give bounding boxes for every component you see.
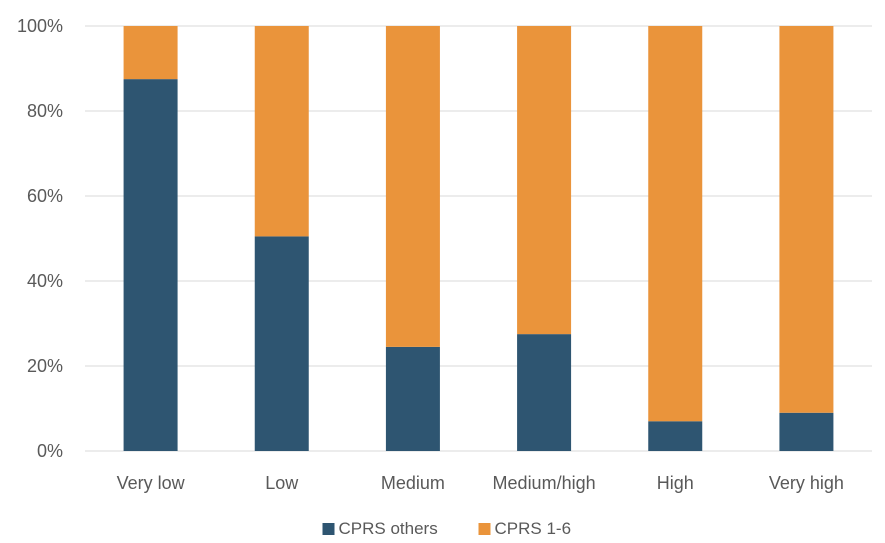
x-category-label: High [657, 473, 694, 493]
y-tick-label: 60% [27, 186, 63, 206]
legend-label: CPRS others [339, 519, 438, 538]
legend-swatch [478, 523, 491, 535]
bar-segment-cprs-1-6-low [254, 26, 309, 237]
bar-segment-cprs-1-6-very-low [123, 26, 178, 80]
bar-segment-cprs-others-medium [385, 346, 440, 451]
y-tick-label: 80% [27, 101, 63, 121]
x-category-label: Medium [381, 473, 445, 493]
y-tick-label: 20% [27, 356, 63, 376]
legend-swatch [322, 523, 335, 535]
y-tick-label: 40% [27, 271, 63, 291]
bar-segment-cprs-others-very-high [779, 412, 834, 451]
legend-label: CPRS 1-6 [495, 519, 572, 538]
legend: CPRS others CPRS 1-6 [322, 519, 572, 538]
bar-segment-cprs-others-very-low [123, 79, 178, 451]
y-axis-tick-labels: 0% 20% 40% 60% 80% 100% [17, 16, 63, 461]
bar-segment-cprs-others-medium-high [517, 334, 572, 451]
x-category-label: Very high [769, 473, 844, 493]
y-tick-label: 0% [37, 441, 63, 461]
bar-segment-cprs-1-6-high [648, 26, 703, 422]
bar-segment-cprs-others-low [254, 236, 309, 451]
bar-segment-cprs-1-6-medium [385, 26, 440, 347]
x-category-label: Medium/high [493, 473, 596, 493]
x-axis-category-labels: Very low Low Medium Medium/high High Very hig… [117, 473, 844, 493]
x-category-label: Low [265, 473, 299, 493]
bar-segment-cprs-1-6-very-high [779, 26, 834, 413]
bar-segment-cprs-1-6-medium-high [517, 26, 572, 335]
gridlines [85, 25, 872, 452]
bars [123, 26, 834, 451]
x-category-label: Very low [117, 473, 186, 493]
bar-segment-cprs-others-high [648, 421, 703, 451]
y-tick-label: 100% [17, 16, 63, 36]
